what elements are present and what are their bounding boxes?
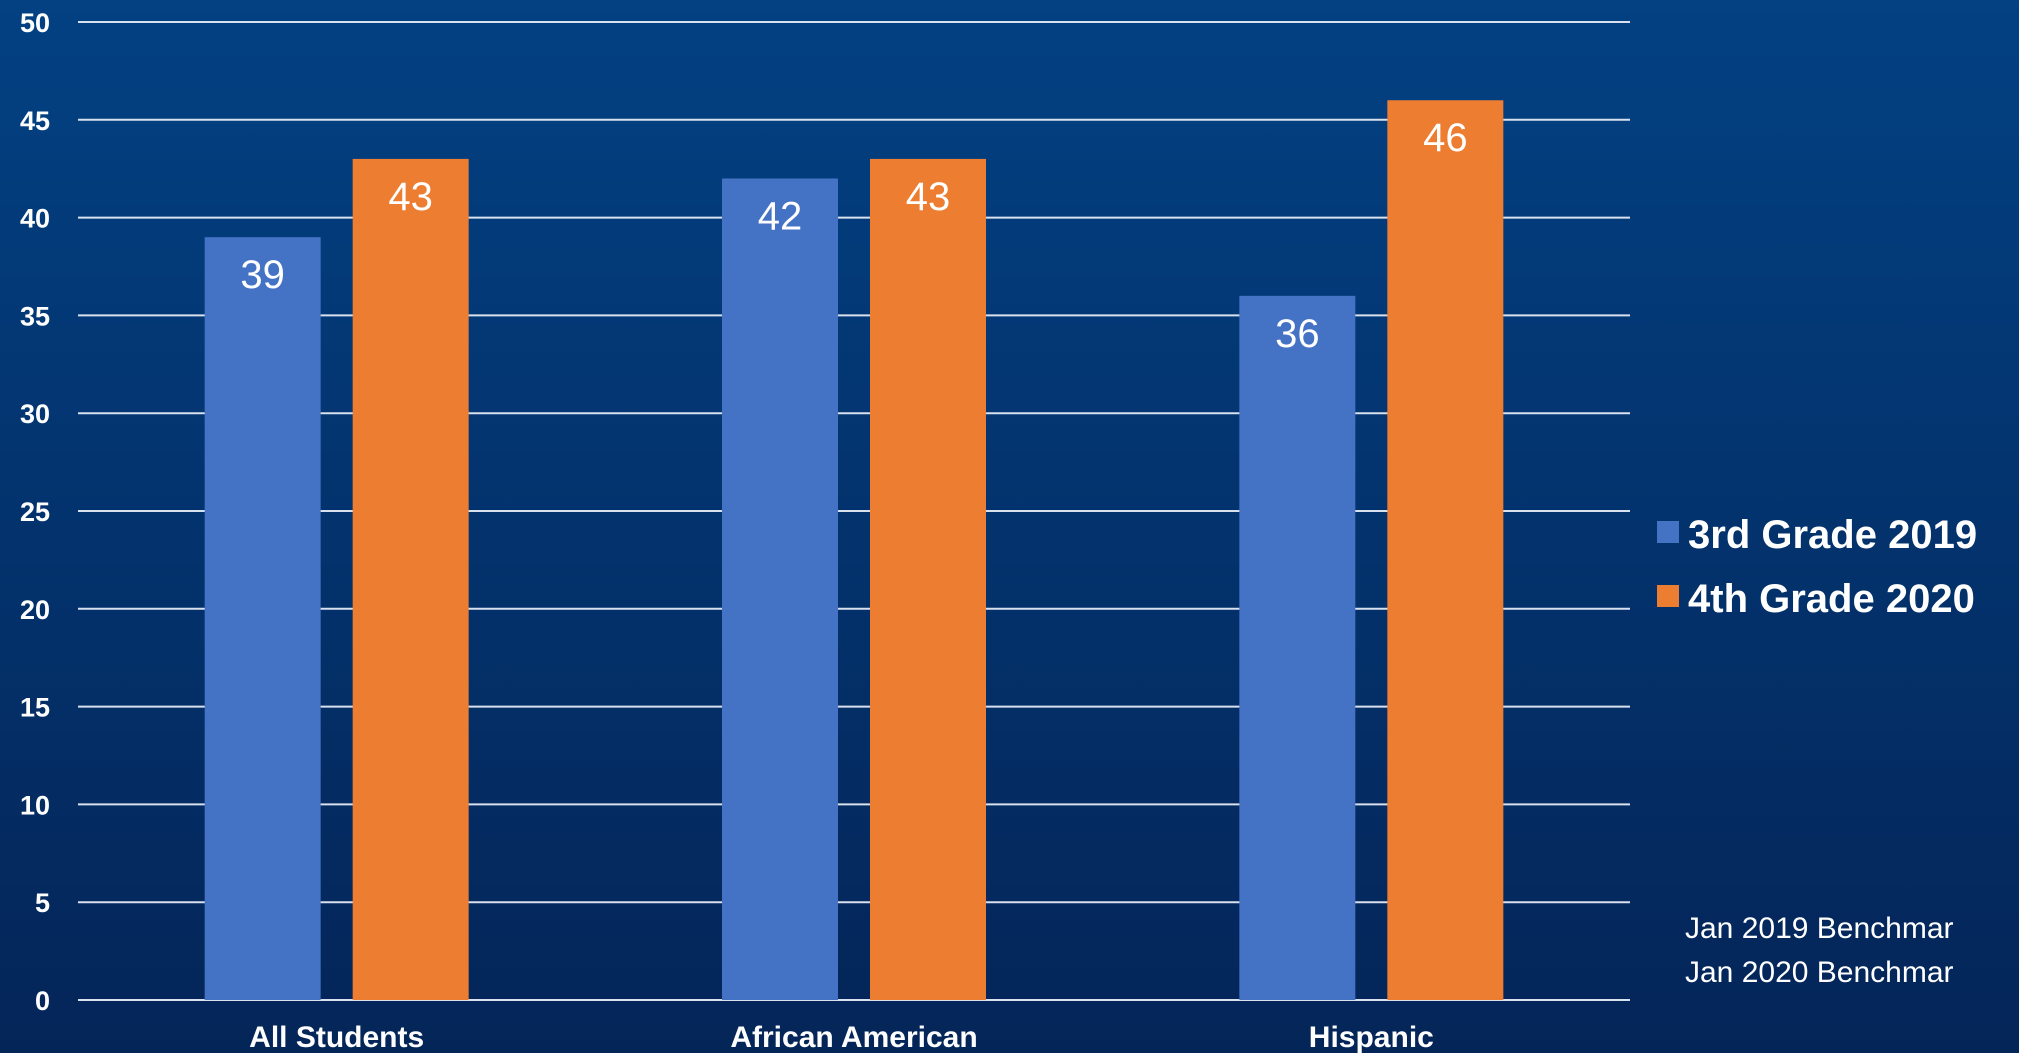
data-label: 42 — [758, 194, 803, 238]
y-tick-label: 35 — [20, 301, 50, 331]
y-tick-label: 20 — [20, 595, 50, 625]
benchmark-notes: Jan 2019 Benchmar Jan 2020 Benchmar — [1685, 912, 1954, 989]
y-tick-label: 15 — [20, 693, 50, 723]
y-tick-label: 25 — [20, 497, 50, 527]
bar-3rd-grade-2019 — [204, 237, 321, 1000]
note-line-2: Jan 2020 Benchmar — [1685, 956, 1954, 989]
y-tick-label: 5 — [35, 888, 50, 918]
bar-3rd-grade-2019 — [1239, 295, 1356, 1001]
data-label: 46 — [1423, 116, 1468, 160]
legend-label: 3rd Grade 2019 — [1688, 513, 1977, 557]
y-tick-label: 50 — [20, 8, 50, 38]
bars — [204, 100, 1504, 1001]
x-tick-label: Hispanic — [1309, 1021, 1434, 1053]
x-axis-ticks: All Students African American Hispanic — [249, 1021, 1434, 1053]
gridlines — [78, 21, 1630, 1001]
data-labels: 39 43 42 43 36 46 — [240, 116, 1467, 356]
legend-swatch — [1657, 521, 1679, 543]
y-axis-ticks: 0 5 10 15 20 25 30 35 40 45 50 — [20, 8, 50, 1016]
bar-4th-grade-2020 — [352, 158, 469, 1001]
legend-label: 4th Grade 2020 — [1688, 577, 1975, 621]
data-label: 43 — [906, 175, 951, 219]
bar-4th-grade-2020 — [1387, 100, 1504, 1001]
y-tick-label: 0 — [35, 986, 50, 1016]
data-label: 43 — [388, 175, 433, 219]
bar-4th-grade-2020 — [870, 158, 986, 1001]
bar-3rd-grade-2019 — [722, 178, 838, 1001]
data-label: 39 — [240, 253, 285, 297]
data-label: 36 — [1275, 312, 1320, 356]
y-tick-label: 45 — [20, 106, 50, 136]
y-tick-label: 30 — [20, 399, 50, 429]
note-line-1: Jan 2019 Benchmar — [1685, 912, 1954, 945]
x-tick-label: All Students — [249, 1021, 424, 1053]
y-tick-label: 10 — [20, 790, 50, 820]
legend: 3rd Grade 2019 4th Grade 2020 — [1657, 513, 1977, 621]
legend-swatch — [1657, 585, 1679, 607]
y-tick-label: 40 — [20, 204, 50, 234]
x-tick-label: African American — [730, 1021, 977, 1053]
